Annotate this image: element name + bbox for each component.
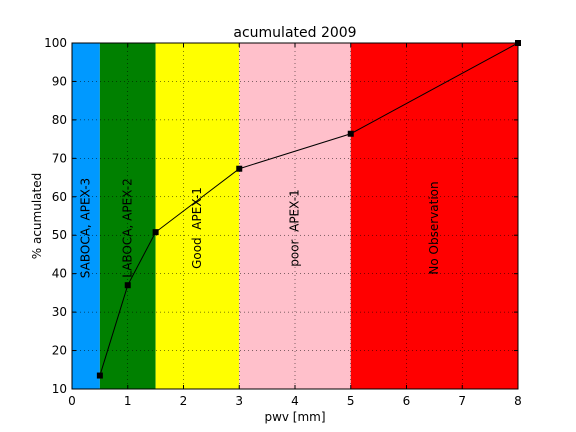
data-point	[96, 372, 103, 379]
y-tick-label: 20	[52, 344, 67, 358]
y-tick-label: 30	[52, 305, 67, 319]
y-tick-label: 60	[52, 190, 67, 204]
x-tick-label: 0	[68, 394, 76, 408]
band-label: poor APEX-1	[288, 189, 302, 266]
band-labels: SABOCA, APEX-3 LABOCA, APEX-2 Good APEX-1 p…	[78, 178, 440, 278]
band-label: No Observation	[427, 181, 441, 274]
y-axis-label: % acumulated	[30, 173, 44, 259]
y-tick-label: 10	[52, 382, 67, 396]
x-tick-label: 2	[180, 394, 188, 408]
band-0	[72, 43, 100, 389]
data-point	[236, 165, 243, 172]
x-axis-label: pwv [mm]	[264, 410, 325, 424]
x-tick-label: 6	[403, 394, 411, 408]
y-tick-label: 40	[52, 267, 67, 281]
data-point	[124, 282, 131, 289]
pwv-bands	[72, 43, 518, 389]
band-label: SABOCA, APEX-3	[78, 178, 92, 278]
y-axis-ticks: 10 20 30 40 50 60 70 80 90 100	[44, 36, 518, 396]
band-label: Good APEX-1	[190, 187, 204, 269]
x-tick-label: 8	[514, 394, 522, 408]
y-tick-label: 70	[52, 151, 67, 165]
x-tick-label: 1	[124, 394, 132, 408]
x-tick-label: 3	[235, 394, 243, 408]
band-4	[350, 43, 518, 389]
x-axis-ticks: 0 1 2 3 4 5 6 7 8	[68, 43, 522, 408]
x-tick-label: 4	[291, 394, 299, 408]
chart-title: acumulated 2009	[233, 25, 356, 41]
y-tick-label: 90	[52, 74, 67, 88]
y-tick-label: 100	[44, 36, 67, 50]
x-tick-label: 5	[347, 394, 355, 408]
x-tick-label: 7	[458, 394, 466, 408]
series-line	[99, 42, 519, 376]
data-point	[152, 229, 159, 236]
band-label: LABOCA, APEX-2	[120, 178, 134, 277]
y-tick-label: 50	[52, 228, 67, 242]
band-2	[155, 43, 240, 389]
y-tick-label: 80	[52, 113, 67, 127]
data-point	[347, 130, 354, 137]
